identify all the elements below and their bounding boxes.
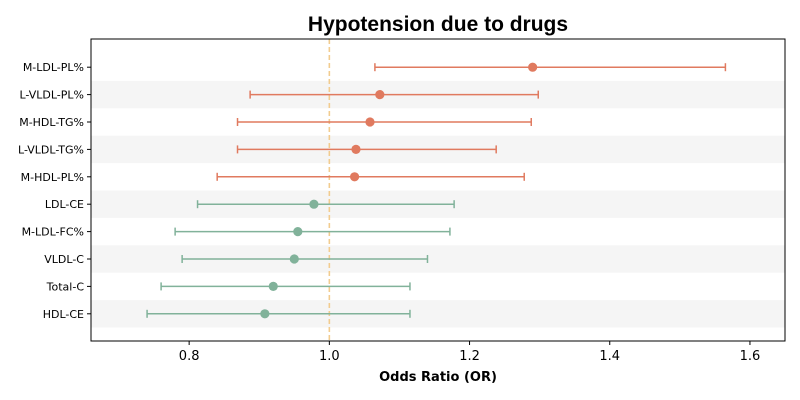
y-tick-label-l-vldl-tg-pct: L-VLDL-TG% (18, 143, 84, 156)
x-tick-label: 1.6 (740, 349, 761, 364)
chart-title: Hypotension due to drugs (308, 13, 568, 36)
point-total-c (268, 281, 278, 291)
y-tick-label-l-vldl-pl-pct: L-VLDL-PL% (19, 89, 84, 102)
point-m-hdl-pl-pct (349, 172, 360, 182)
point-vldl-c (289, 254, 299, 264)
point-m-ldl-fc-pct (293, 227, 303, 237)
point-m-hdl-tg-pct (365, 117, 375, 127)
plot-marks (146, 62, 727, 319)
point-l-vldl-pl-pct (375, 90, 385, 100)
y-tick-label-m-ldl-fc-pct: M-LDL-FC% (22, 226, 84, 239)
y-tick-label-m-ldl-pl-pct: M-LDL-PL% (23, 61, 84, 74)
x-tick-label: 1.4 (599, 349, 620, 364)
x-tick-label: 0.8 (179, 349, 200, 364)
point-ldl-ce (309, 199, 319, 209)
x-tick-label: 1.0 (319, 349, 340, 364)
point-m-ldl-pl-pct (528, 62, 538, 72)
y-tick-label-total-c: Total-C (46, 280, 85, 293)
y-tick-label-ldl-ce: LDL-CE (45, 198, 84, 211)
point-l-vldl-tg-pct (351, 144, 361, 154)
y-tick-label-hdl-ce: HDL-CE (43, 308, 84, 321)
plot-frame (90, 38, 786, 342)
x-axis: 0.8 1.0 1.2 1.4 1.6 (179, 341, 760, 364)
y-tick-label-vldl-c: VLDL-C (44, 253, 84, 266)
y-tick-label-m-hdl-pl-pct: M-HDL-PL% (21, 171, 84, 184)
point-hdl-ce (260, 309, 270, 319)
x-axis-label: Odds Ratio (OR) (379, 370, 497, 385)
y-tick-label-m-hdl-tg-pct: M-HDL-TG% (19, 116, 84, 129)
y-axis: M-LDL-PL% L-VLDL-PL% M-HDL-TG% L-VLDL-TG% M-… (18, 61, 91, 321)
x-tick-label: 1.2 (459, 349, 480, 364)
